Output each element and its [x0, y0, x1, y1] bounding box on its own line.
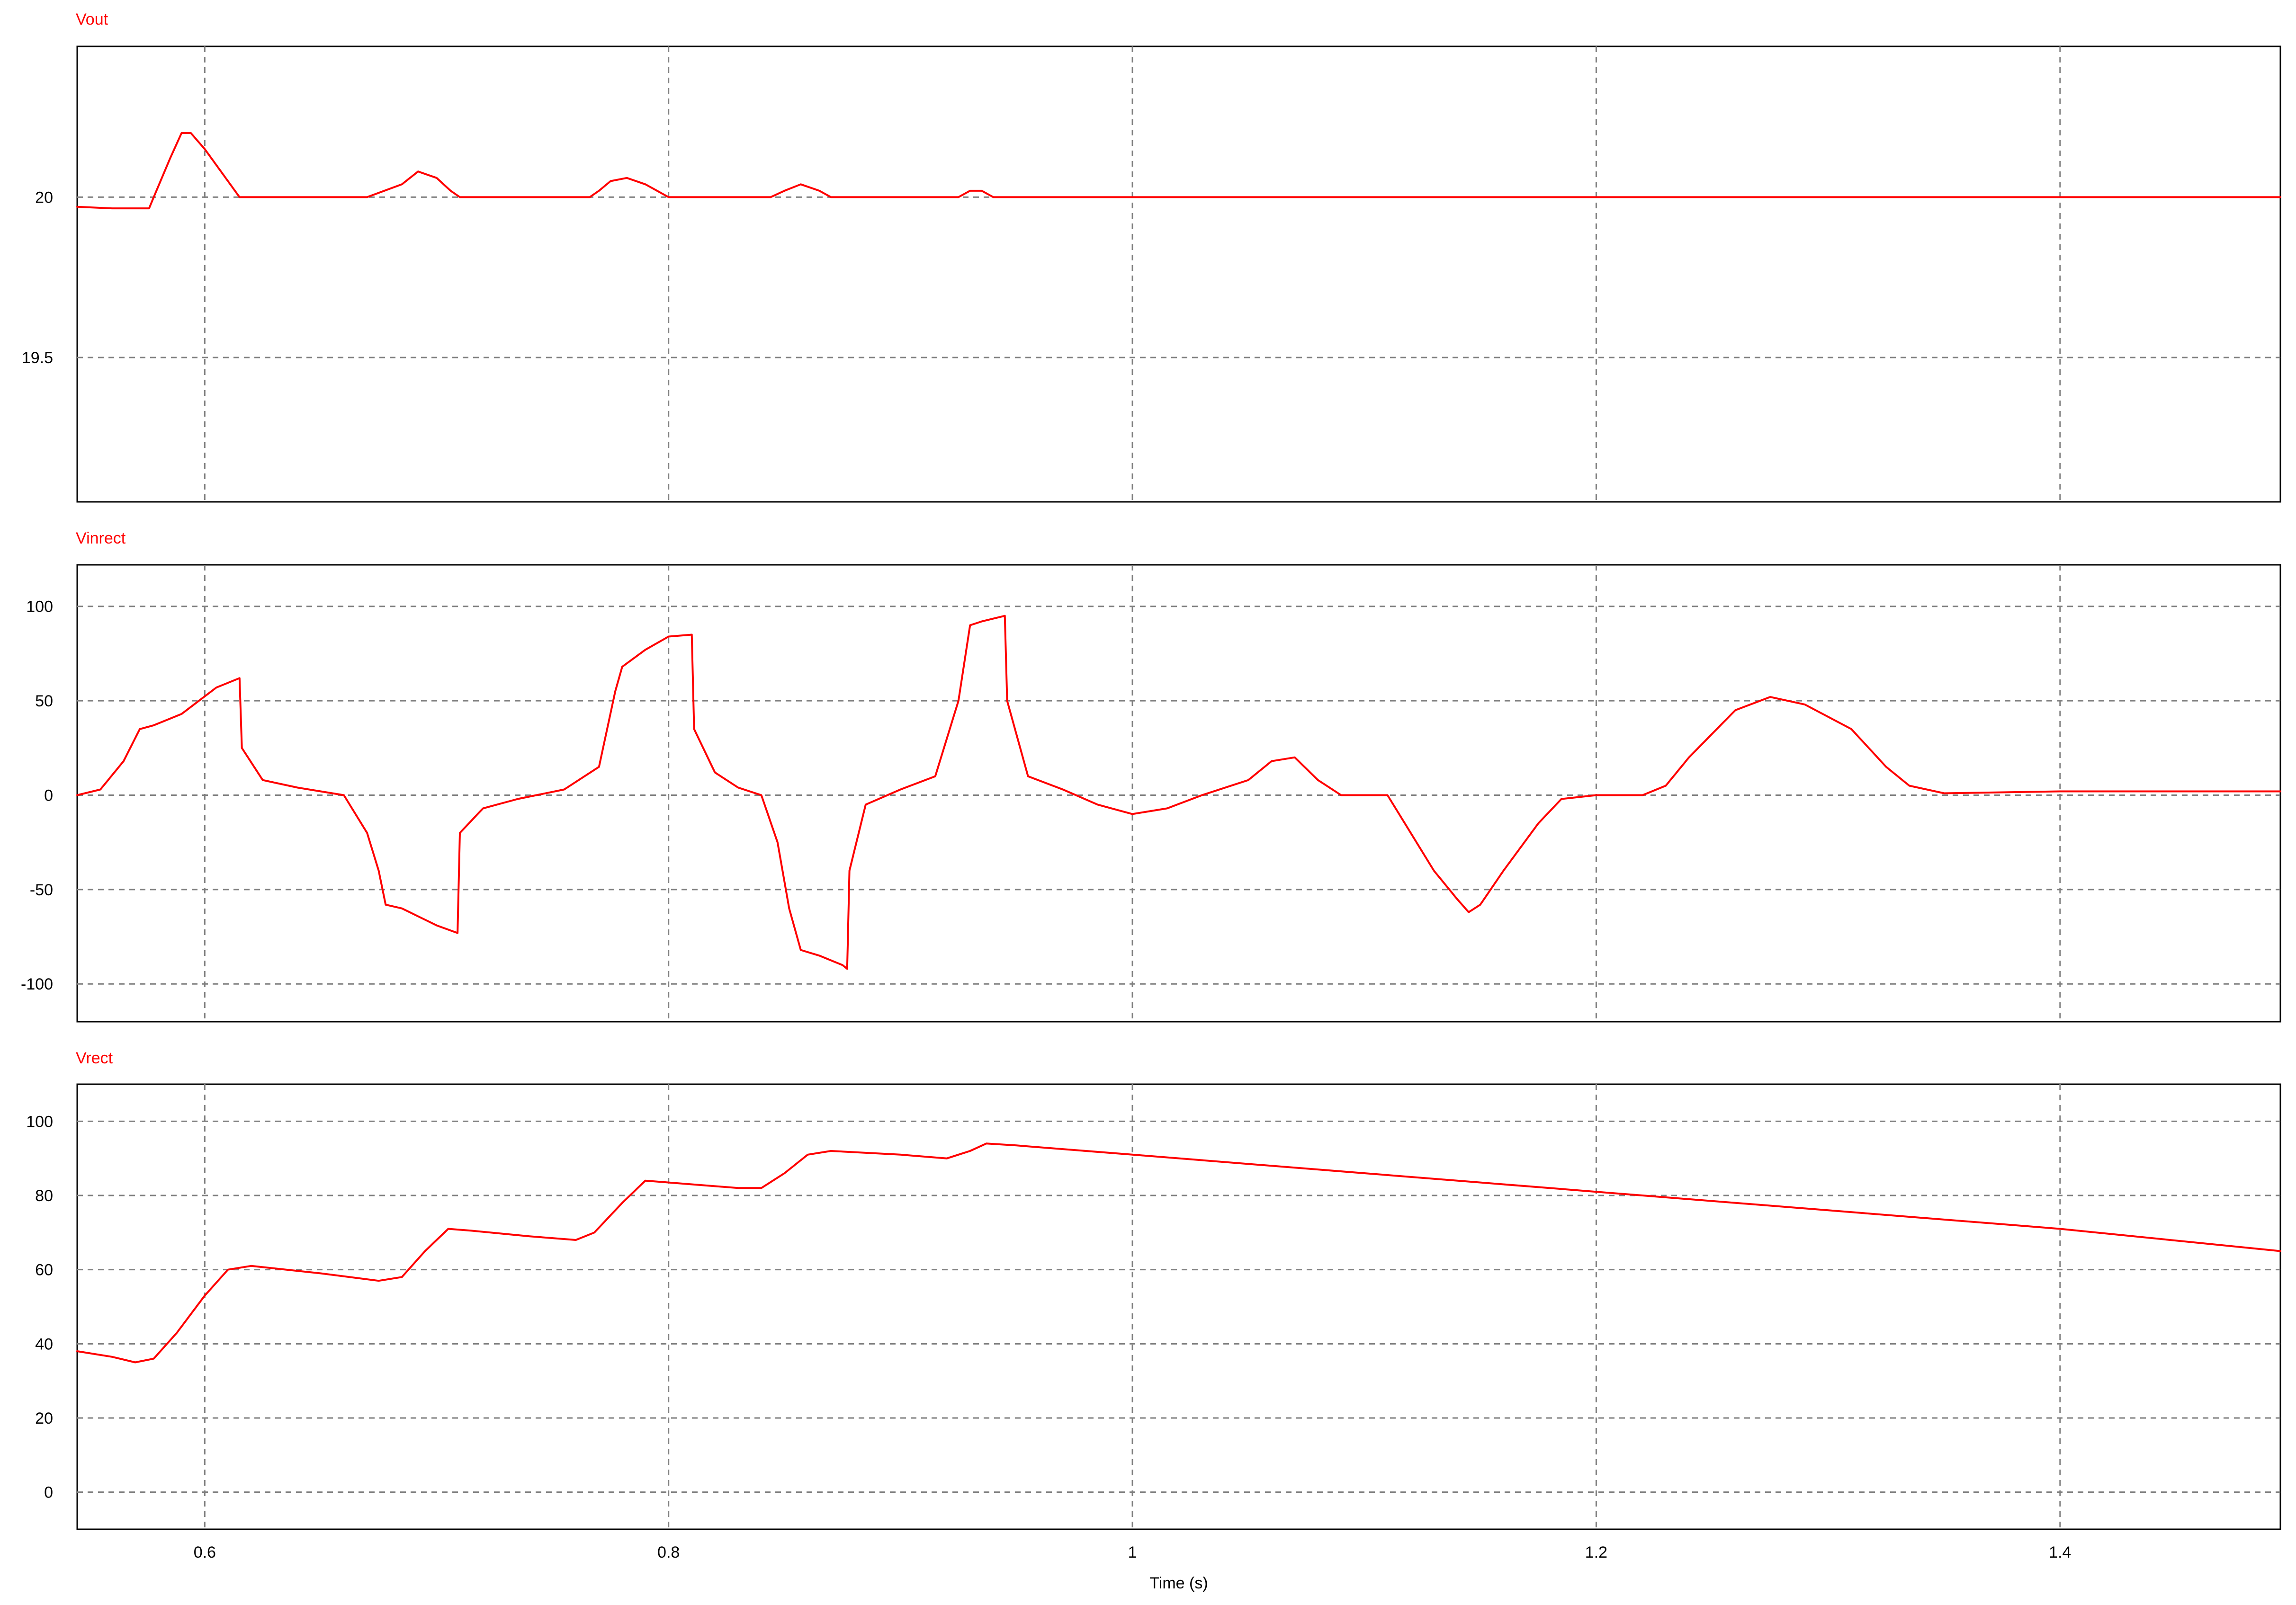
series-line-vinrect	[76, 615, 2281, 970]
x-axis-title: Time (s)	[1149, 1574, 1208, 1592]
plot-frame	[76, 564, 2281, 1023]
y-tick-label: 20	[35, 188, 53, 206]
y-tick-label: 0	[44, 786, 53, 804]
x-tick-label: 0.6	[194, 1543, 216, 1561]
chart-panel-1: Vout 20 19.5	[22, 10, 2281, 503]
x-tick-label: 0.8	[657, 1543, 680, 1561]
x-tick-label: 1	[1128, 1543, 1137, 1561]
y-tick-label: 0	[44, 1484, 53, 1502]
y-tick-label: 19.5	[22, 349, 53, 367]
y-tick-label: 60	[35, 1261, 53, 1279]
y-tick-label: 80	[35, 1187, 53, 1205]
y-tick-label: -50	[30, 881, 53, 899]
plot-frame	[76, 45, 2281, 503]
panel-title: Vinrect	[76, 529, 126, 547]
y-tick-label: 50	[35, 692, 53, 710]
panel-title: Vrect	[76, 1049, 113, 1067]
chart-panel-2: Vinrect 100 50 0 -50 -100	[21, 529, 2281, 1023]
x-tick-label: 1.4	[2049, 1543, 2071, 1561]
y-tick-label: 100	[26, 598, 53, 616]
x-tick-label: 1.2	[1585, 1543, 1607, 1561]
y-tick-label: -100	[21, 975, 53, 993]
y-tick-label: 40	[35, 1335, 53, 1353]
series-line-vout	[76, 132, 2281, 210]
y-tick-label: 100	[26, 1113, 53, 1131]
chart-panel-3: Vrect 100 80 60 40 20 0 0.6 0.8 1 1.2 1.4 Time (s)	[26, 1049, 2281, 1592]
y-tick-label: 20	[35, 1409, 53, 1427]
panel-title: Vout	[76, 10, 108, 28]
plot-frame	[76, 1083, 2281, 1530]
series-line-vrect	[76, 1142, 2281, 1364]
